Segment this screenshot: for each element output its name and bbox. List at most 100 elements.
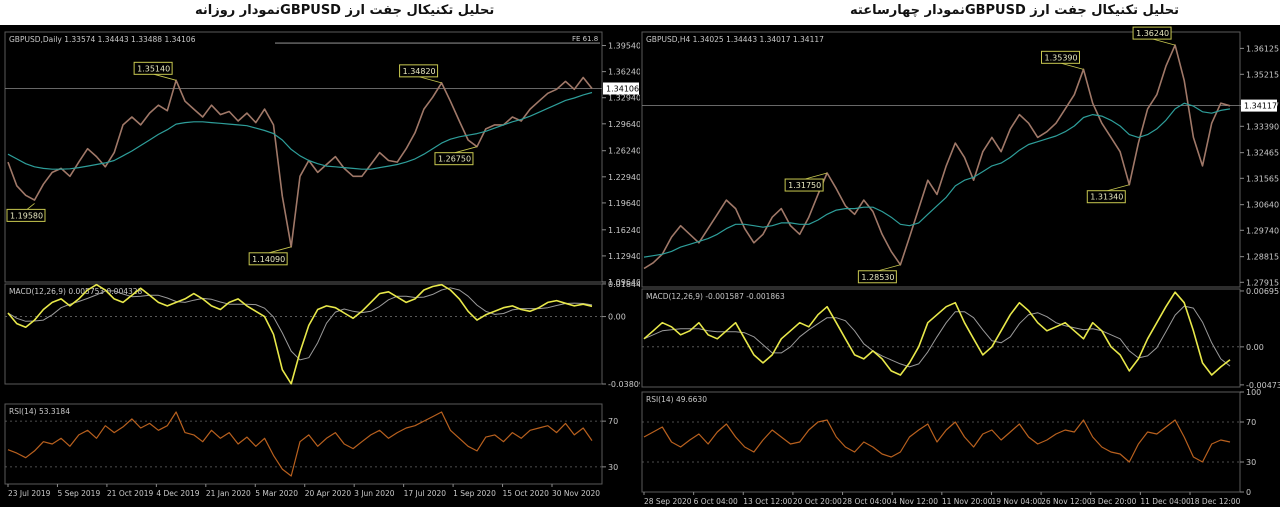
price-axis-tick-label-1: 1.36240 bbox=[608, 68, 640, 77]
current-price-badge bbox=[603, 82, 639, 95]
x-tick-label-4: 28 Oct 04:00 bbox=[843, 497, 892, 506]
price-label-box-2 bbox=[248, 252, 288, 266]
price-axis-tick-label-3: 1.33390 bbox=[1246, 122, 1279, 131]
price-label-leader-2 bbox=[269, 246, 292, 254]
x-tick-label-6: 20 Apr 2020 bbox=[305, 489, 352, 498]
x-tick-label-6: 11 Nov 20:00 bbox=[942, 497, 993, 506]
macd-signal-series bbox=[7, 287, 593, 361]
rsi-label: RSI(14) 53.3184 bbox=[9, 407, 70, 416]
price-label-text-0: 1.31750 bbox=[788, 181, 821, 190]
price-axis-tick-label-0: 1.36125 bbox=[1246, 44, 1279, 53]
info-label: GBPUSD,H4 1.34025 1.34443 1.34017 1.3411… bbox=[646, 35, 824, 44]
x-tick-label-3: 4 Dec 2019 bbox=[156, 489, 199, 498]
price-axis-tick-label-8: 1.12940 bbox=[608, 252, 640, 261]
price-label-box-1 bbox=[6, 208, 46, 222]
ma-series bbox=[643, 102, 1231, 258]
rsi-axis-tick-label-0: 100 bbox=[1246, 388, 1261, 397]
x-tick-label-1: 6 Oct 04:00 bbox=[694, 497, 738, 506]
price-axis-tick-label-1: 1.35215 bbox=[1246, 70, 1279, 79]
rsi-panel-frame bbox=[4, 403, 603, 485]
price-label-leader-4 bbox=[454, 146, 478, 154]
price-series bbox=[643, 44, 1231, 270]
rsi-label: RSI(14) 49.6630 bbox=[646, 395, 707, 404]
macd-axis-tick-label-0: 0.006957 bbox=[1246, 287, 1280, 296]
macd-axis-tick-label-0: 0.018442 bbox=[608, 280, 640, 289]
macd-label: MACD(12,26,9) 0.005753 0.004328 bbox=[9, 287, 143, 296]
x-tick-label-7: 3 Jun 2020 bbox=[354, 489, 395, 498]
price-axis-tick-label-9: 1.09640 bbox=[608, 278, 640, 287]
macd-axis-tick-label-1: 0.00 bbox=[608, 313, 626, 322]
price-label-leader-2 bbox=[1061, 62, 1084, 70]
left-heading: تحليل تکنيکال جفت ارز GBPUSDنمودار روزان… bbox=[195, 3, 495, 18]
macd-axis-tick-label-1: 0.00 bbox=[1246, 343, 1264, 352]
x-tick-label-2: 13 Oct 12:00 bbox=[743, 497, 792, 506]
price-panel-frame bbox=[641, 31, 1241, 288]
price-axis-tick-label-4: 1.26240 bbox=[608, 147, 640, 156]
macd-series bbox=[7, 283, 593, 385]
price-label-text-4: 1.26750 bbox=[438, 155, 471, 164]
rsi-axis-tick-label-3: 0 bbox=[1246, 488, 1251, 497]
x-tick-label-0: 23 Jul 2019 bbox=[8, 489, 51, 498]
price-label-box-4 bbox=[434, 152, 474, 166]
daily-chart-svg: GBPUSD,Daily 1.33574 1.34443 1.33488 1.3… bbox=[4, 31, 640, 498]
x-tick-label-5: 5 Mar 2020 bbox=[255, 489, 298, 498]
price-label-leader-0 bbox=[805, 172, 828, 180]
price-label-box-3 bbox=[1086, 190, 1126, 204]
current-price-text: 1.34117 bbox=[1244, 102, 1277, 111]
price-label-box-3 bbox=[399, 64, 439, 78]
price-axis-tick-label-3: 1.29640 bbox=[608, 120, 640, 129]
rsi-axis-tick-label-1: 30 bbox=[608, 463, 618, 472]
price-axis-tick-label-0: 1.39540 bbox=[608, 42, 640, 51]
price-label-leader-3 bbox=[419, 76, 442, 84]
macd-panel-frame bbox=[4, 283, 603, 385]
rsi-series bbox=[7, 411, 593, 477]
right-heading: تحليل تکنيکال جفت ارز GBPUSDنمودار چهارس… bbox=[850, 3, 1180, 18]
price-label-text-3: 1.31340 bbox=[1090, 193, 1123, 202]
price-label-text-2: 1.35390 bbox=[1045, 53, 1078, 62]
price-label-text-3: 1.34820 bbox=[403, 67, 436, 76]
macd-panel-frame bbox=[641, 288, 1241, 388]
h4-chart: GBPUSD,H4 1.34025 1.34443 1.34017 1.3411… bbox=[640, 25, 1280, 507]
info-label: GBPUSD,Daily 1.33574 1.34443 1.33488 1.3… bbox=[9, 35, 196, 44]
price-axis-tick-label-6: 1.19640 bbox=[608, 199, 640, 208]
fe-label: FE 61.8 bbox=[572, 35, 598, 43]
x-tick-label-7: 19 Nov 04:00 bbox=[991, 497, 1042, 506]
price-label-box-0 bbox=[784, 178, 824, 192]
price-label-text-0: 1.35140 bbox=[137, 64, 170, 73]
x-tick-label-3: 20 Oct 20:00 bbox=[793, 497, 842, 506]
x-tick-label-2: 21 Oct 2019 bbox=[107, 489, 154, 498]
x-tick-label-9: 1 Sep 2020 bbox=[453, 489, 496, 498]
price-label-box-2 bbox=[1041, 50, 1080, 64]
price-axis-tick-label-2: 1.32940 bbox=[608, 94, 640, 103]
price-label-box-4 bbox=[1132, 26, 1172, 40]
price-label-leader-4 bbox=[1152, 38, 1176, 46]
ma-series bbox=[7, 91, 593, 170]
x-tick-label-8: 26 Nov 12:00 bbox=[1041, 497, 1092, 506]
macd-axis-tick-label-2: -0.004736 bbox=[1246, 381, 1280, 390]
x-tick-label-8: 17 Jul 2020 bbox=[404, 489, 447, 498]
price-axis-tick-label-8: 1.28815 bbox=[1246, 253, 1279, 262]
x-tick-label-1: 5 Sep 2019 bbox=[57, 489, 100, 498]
price-label-box-0 bbox=[133, 61, 173, 75]
price-label-text-1: 1.28530 bbox=[861, 273, 894, 282]
rsi-series bbox=[643, 419, 1231, 463]
x-tick-label-10: 11 Dec 04:00 bbox=[1140, 497, 1191, 506]
price-label-leader-0 bbox=[154, 73, 177, 81]
price-label-leader-3 bbox=[1107, 184, 1130, 192]
current-price-text: 1.34106 bbox=[606, 85, 639, 94]
price-axis-tick-label-5: 1.31565 bbox=[1246, 174, 1279, 183]
x-tick-label-4: 21 Jan 2020 bbox=[206, 489, 251, 498]
price-panel-frame bbox=[4, 31, 603, 283]
x-tick-label-11: 18 Dec 12:00 bbox=[1190, 497, 1241, 506]
x-tick-label-0: 28 Sep 2020 bbox=[644, 497, 692, 506]
price-label-text-1: 1.19580 bbox=[10, 211, 43, 220]
rsi-axis-tick-label-2: 30 bbox=[1246, 458, 1256, 467]
price-label-box-1 bbox=[857, 270, 897, 284]
price-axis-tick-label-7: 1.29740 bbox=[1246, 226, 1279, 235]
h4-chart-svg: GBPUSD,H4 1.34025 1.34443 1.34017 1.3411… bbox=[641, 26, 1280, 506]
x-tick-label-5: 4 Nov 12:00 bbox=[892, 497, 938, 506]
price-axis-tick-label-5: 1.22940 bbox=[608, 173, 640, 182]
macd-series bbox=[643, 291, 1231, 376]
price-axis-tick-label-7: 1.16240 bbox=[608, 226, 640, 235]
rsi-axis-tick-label-1: 70 bbox=[1246, 418, 1256, 427]
